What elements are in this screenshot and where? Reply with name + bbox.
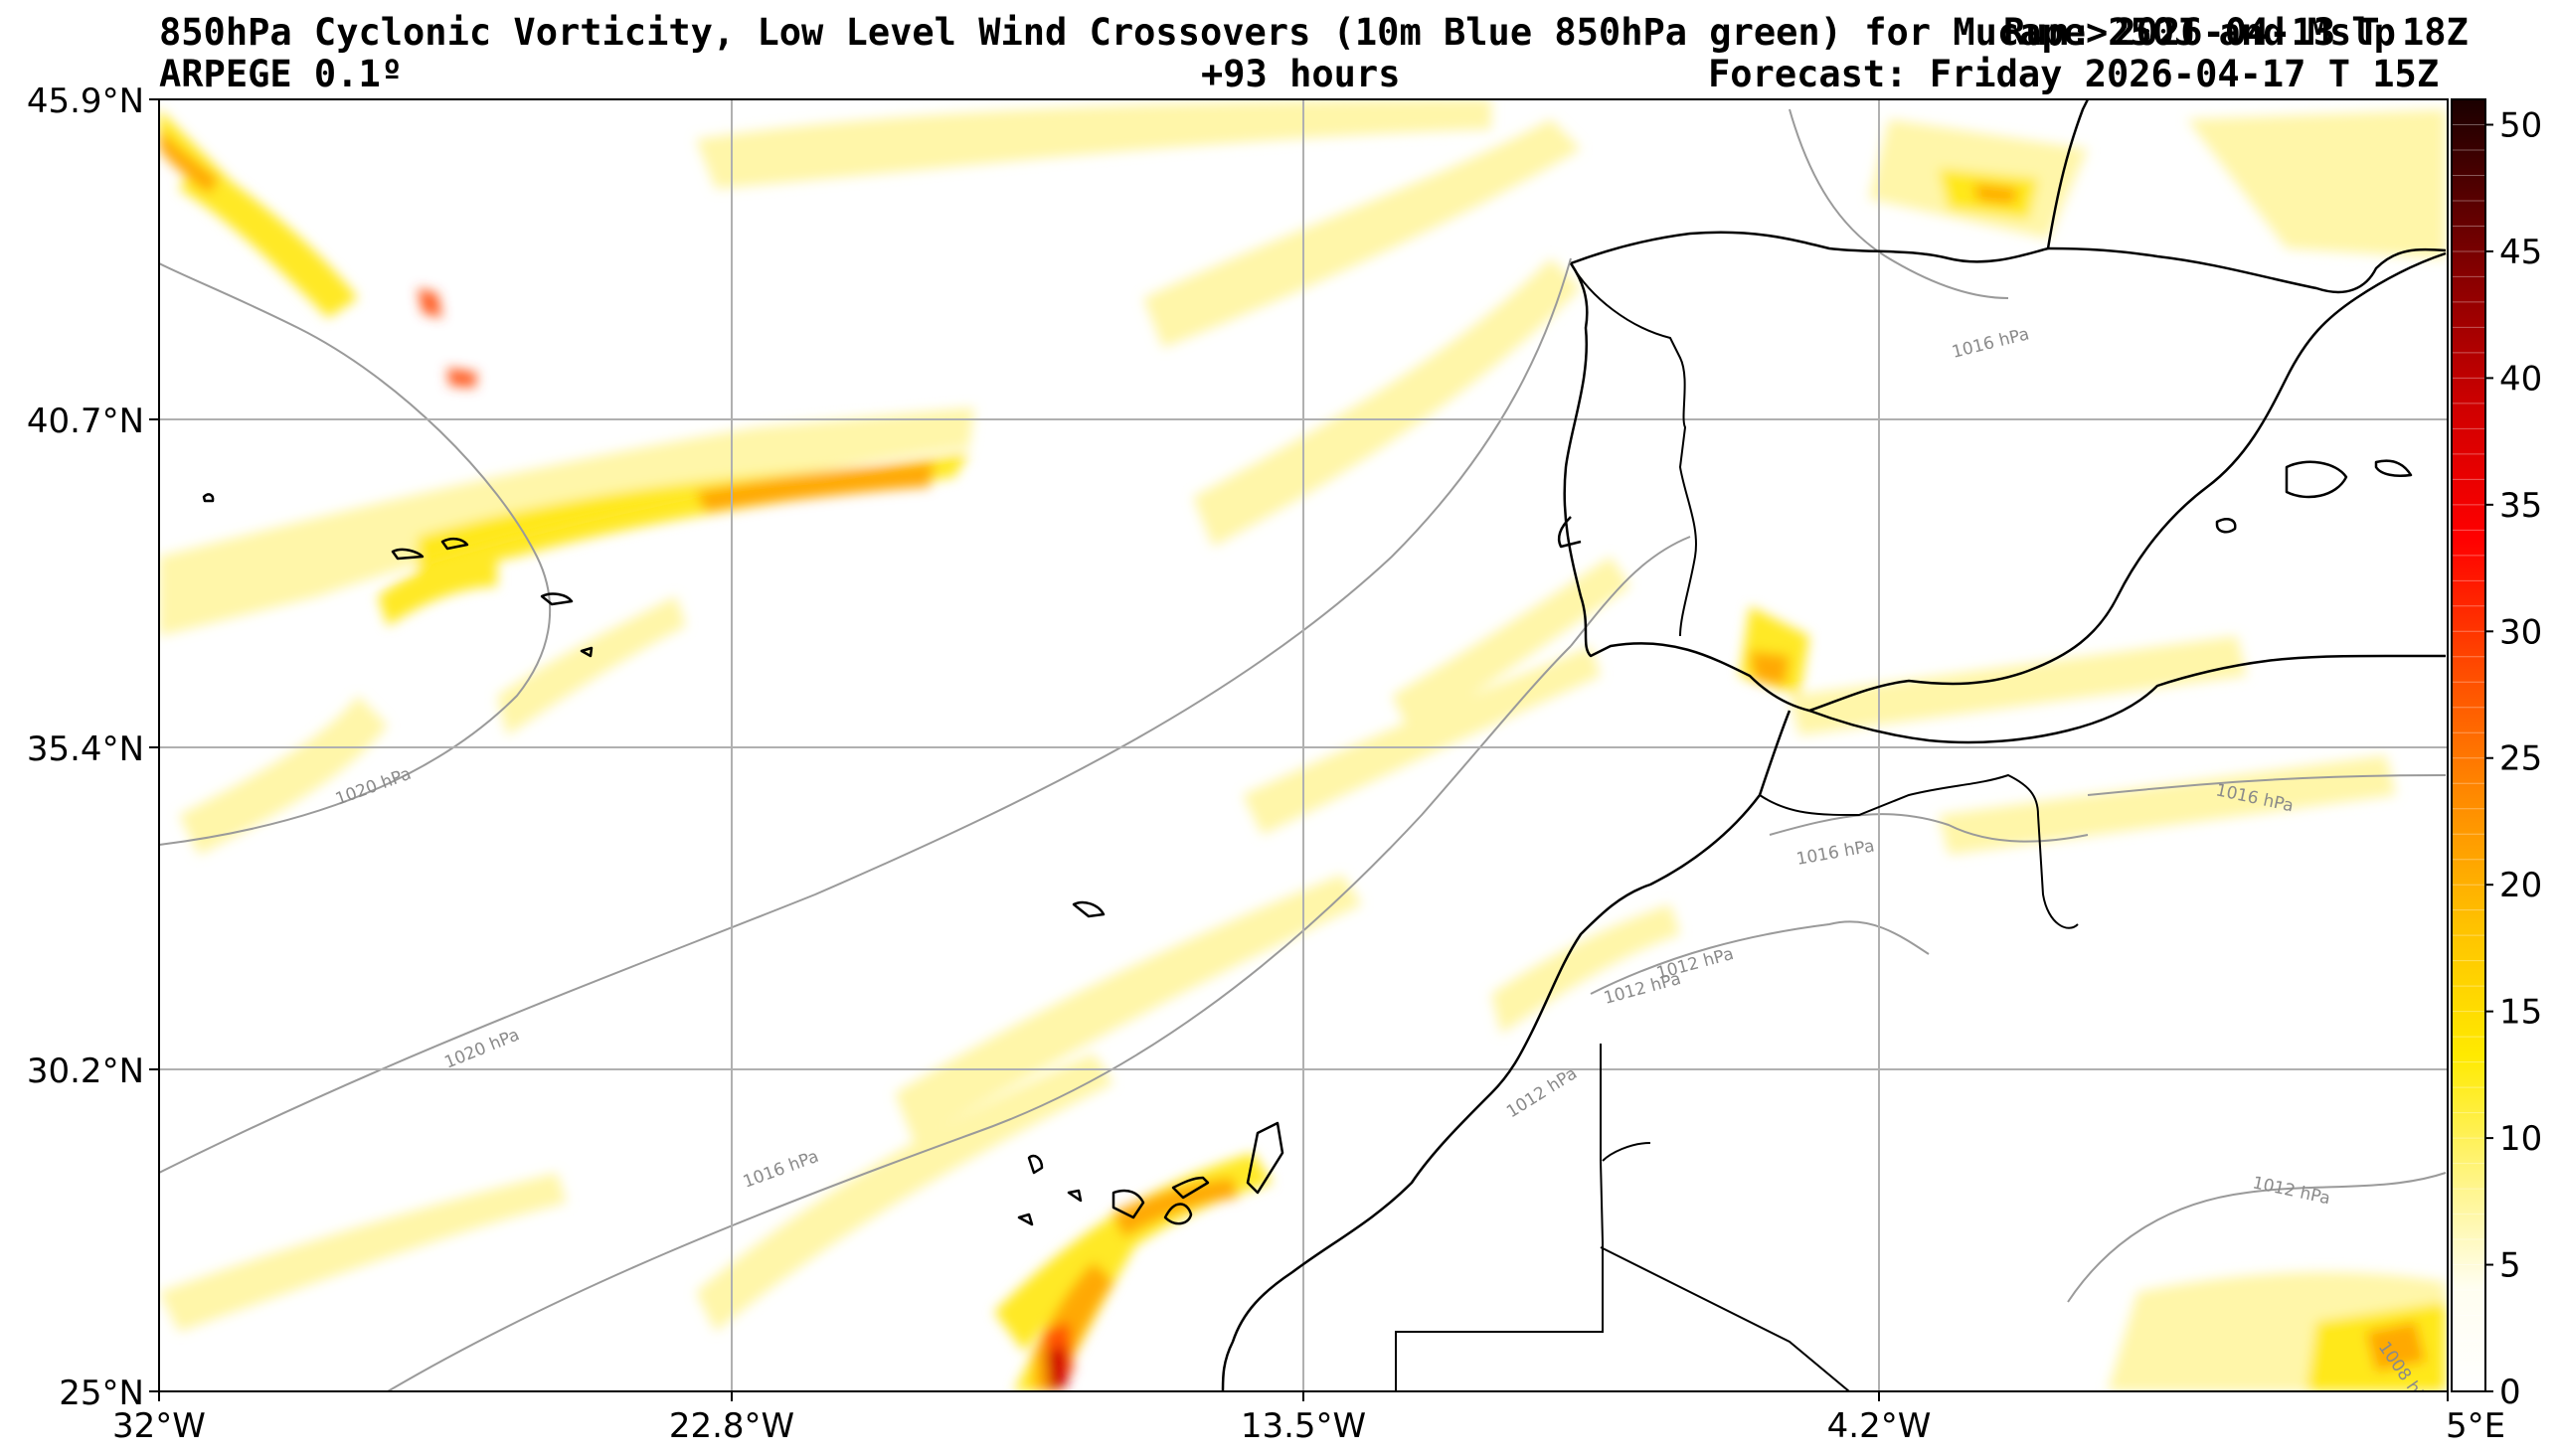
colorbar-tick-label: 15 xyxy=(2499,993,2542,1033)
chart-title: 850hPa Cyclonic Vorticity, Low Level Win… xyxy=(159,11,2396,54)
lon-tick-label: 5°E xyxy=(2446,1406,2505,1446)
lon-tick-label: 4.2°W xyxy=(1827,1406,1932,1446)
colorbar-tick-label: 30 xyxy=(2499,612,2542,652)
model-name: ARPEGE 0.1º xyxy=(159,53,404,95)
colorbar-tick-label: 0 xyxy=(2499,1373,2521,1412)
valid-time: Forecast: Friday 2026-04-17 T 15Z xyxy=(1708,53,2440,95)
lat-tick-label: 35.4°N xyxy=(27,729,144,769)
colorbar-tick-label: 5 xyxy=(2499,1246,2521,1286)
lat-tick-label: 25°N xyxy=(59,1374,144,1413)
colorbar-tick-label: 20 xyxy=(2499,866,2542,905)
colorbar-gradient xyxy=(2452,99,2485,1391)
colorbar-tick-label: 35 xyxy=(2499,486,2542,526)
gridlines xyxy=(159,99,2448,1391)
latitude-axis xyxy=(149,98,159,1392)
lat-tick-label: 40.7°N xyxy=(27,402,144,441)
lat-tick-label: 45.9°N xyxy=(27,81,144,121)
lon-tick-label: 32°W xyxy=(112,1406,206,1446)
run-time: Run: 2026-04-13 T 18Z xyxy=(2003,11,2469,54)
vorticity-field xyxy=(159,99,2446,1391)
lon-tick-label: 22.8°W xyxy=(669,1406,794,1446)
colorbar-tick-label: 10 xyxy=(2499,1119,2542,1159)
borders xyxy=(1395,262,2079,1391)
lat-tick-label: 30.2°N xyxy=(27,1052,144,1091)
colorbar-frame xyxy=(2451,98,2486,1392)
longitude-axis xyxy=(158,1391,2449,1401)
coastlines xyxy=(202,99,2447,1391)
colorbar-tick-label: 25 xyxy=(2499,739,2542,779)
lon-tick-label: 13.5°W xyxy=(1241,1406,1366,1446)
colorbar-tick-label: 45 xyxy=(2499,233,2542,272)
colorbar-tick-label: 40 xyxy=(2499,359,2542,399)
colorbar-tick-label: 50 xyxy=(2499,105,2542,145)
forecast-lead: +93 hours xyxy=(1201,53,1401,95)
